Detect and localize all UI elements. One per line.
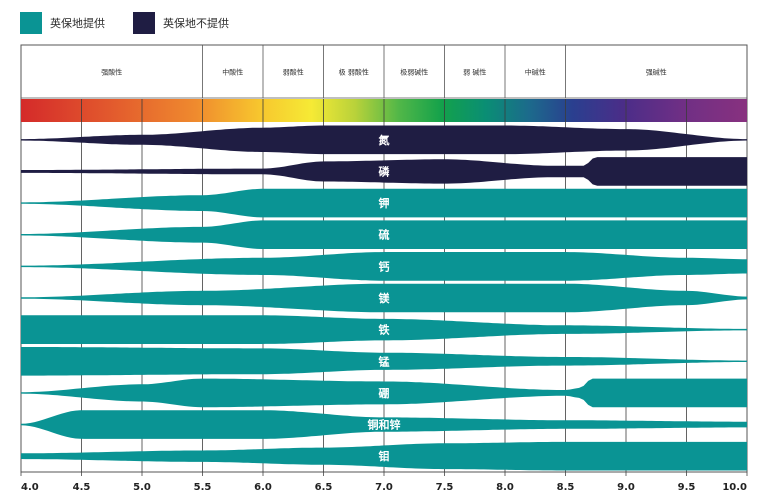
nutrient-label: 钙 bbox=[379, 259, 390, 273]
legend-swatch-not-provided bbox=[133, 12, 155, 34]
nutrient-label: 硼 bbox=[379, 387, 390, 400]
x-tick-label: 4.5 bbox=[73, 482, 91, 493]
x-tick-label: 8.5 bbox=[557, 482, 575, 493]
nutrient-label: 铜和锌 bbox=[367, 418, 401, 432]
legend-item-provided: 英保地提供 bbox=[20, 12, 105, 34]
nutrient-label: 氮 bbox=[379, 133, 390, 147]
legend: 英保地提供 英保地不提供 bbox=[20, 10, 257, 36]
ph-band-label: 中酸性 bbox=[222, 68, 243, 77]
nutrient-band-0 bbox=[21, 125, 747, 155]
ph-band-label: 强碱性 bbox=[646, 68, 667, 77]
x-tick-label: 9.5 bbox=[678, 482, 696, 493]
nutrient-label: 磷 bbox=[379, 164, 391, 178]
ph-band-label: 中碱性 bbox=[525, 68, 546, 77]
nutrient-label: 锰 bbox=[379, 354, 390, 368]
nutrient-band-3 bbox=[21, 220, 747, 249]
nutrient-label: 硫 bbox=[379, 228, 390, 242]
x-tick-label: 6.5 bbox=[315, 482, 333, 493]
x-tick-label: 10.0 bbox=[722, 482, 747, 493]
x-tick-label: 4.0 bbox=[21, 482, 39, 493]
nutrient-label: 铁 bbox=[379, 323, 390, 337]
nutrient-band-7 bbox=[21, 347, 747, 376]
x-tick-label: 6.0 bbox=[254, 482, 272, 493]
legend-label-provided: 英保地提供 bbox=[50, 17, 105, 30]
nutrient-band-9 bbox=[21, 410, 747, 439]
x-tick-label: 5.5 bbox=[194, 482, 212, 493]
x-tick-label: 8.0 bbox=[496, 482, 514, 493]
nutrient-band-4 bbox=[21, 252, 747, 281]
nutrient-label: 镁 bbox=[379, 291, 391, 305]
nutrient-band-10 bbox=[21, 441, 747, 471]
x-tick-label: 7.5 bbox=[436, 482, 454, 493]
legend-item-not-provided: 英保地不提供 bbox=[133, 12, 229, 34]
nutrient-label: 钾 bbox=[379, 196, 390, 210]
legend-swatch-provided bbox=[20, 12, 42, 34]
x-tick-label: 9.0 bbox=[617, 482, 635, 493]
x-tick-label: 7.0 bbox=[375, 482, 393, 493]
ph-band-label: 弱 碱性 bbox=[463, 68, 486, 77]
nutrient-label: 钼 bbox=[379, 449, 390, 463]
ph-band-label: 极弱碱性 bbox=[400, 68, 428, 77]
nutrient-band-8 bbox=[21, 378, 747, 408]
ph-band-label: 强酸性 bbox=[101, 68, 122, 77]
nutrient-band-1 bbox=[21, 157, 747, 186]
nutrient-band-6 bbox=[21, 315, 747, 344]
x-tick-label: 5.0 bbox=[133, 482, 151, 493]
ph-band-label: 弱酸性 bbox=[283, 68, 304, 77]
nutrient-band-5 bbox=[21, 283, 747, 313]
ph-band-label: 极 弱酸性 bbox=[339, 68, 369, 77]
nutrient-band-2 bbox=[21, 188, 747, 218]
legend-label-not-provided: 英保地不提供 bbox=[163, 17, 229, 30]
